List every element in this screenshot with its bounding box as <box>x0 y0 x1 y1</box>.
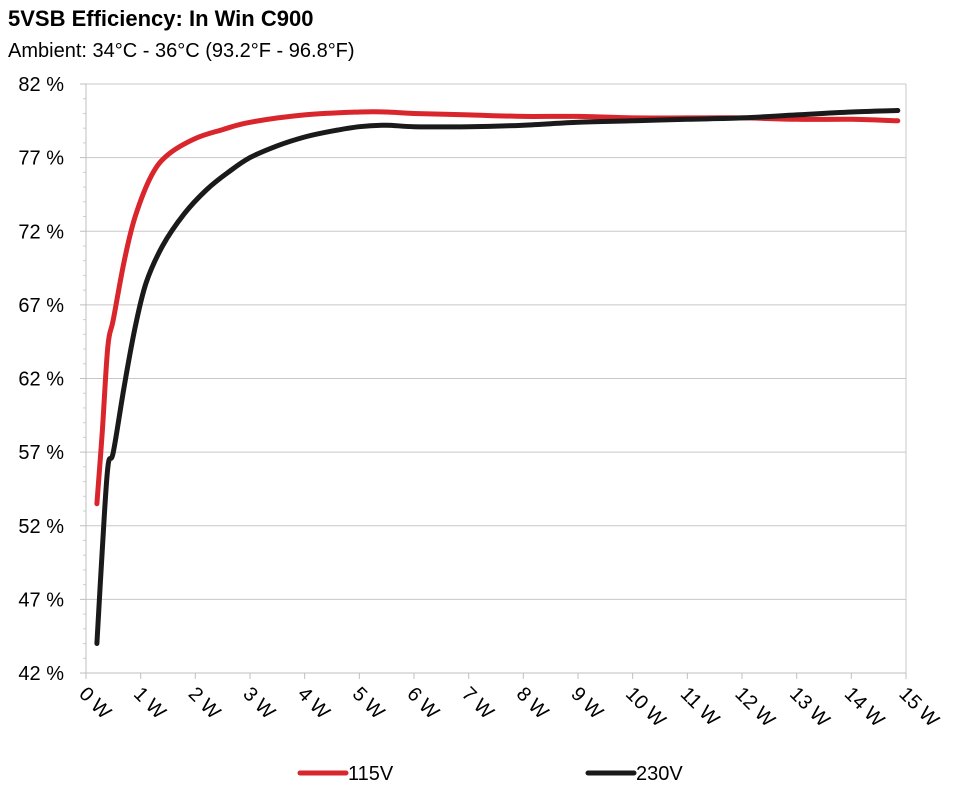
y-tick-label: 82 % <box>18 74 64 96</box>
x-tick-label: 6 W <box>402 683 443 724</box>
series-line-230V <box>94 108 901 646</box>
x-tick-label: 11 W <box>676 683 724 731</box>
x-tick-label: 1 W <box>129 683 170 724</box>
x-tick-label: 2 W <box>184 683 225 724</box>
series-line-115V <box>94 109 901 507</box>
legend: 115V 230V <box>297 763 683 785</box>
x-tick-label: 10 W <box>621 683 670 732</box>
y-tick-label: 57 % <box>18 442 64 464</box>
x-tick-label: 3 W <box>238 683 279 724</box>
series-layer <box>94 108 901 646</box>
grid-layer <box>86 83 907 673</box>
x-tick-label: 5 W <box>348 683 389 724</box>
x-tick-label: 8 W <box>512 683 553 724</box>
y-tick-label: 77 % <box>18 148 64 170</box>
x-tick-label: 15 W <box>894 683 943 732</box>
legend-label-115V: 115V <box>348 763 394 785</box>
y-tick-label: 52 % <box>18 516 64 538</box>
y-tick-label: 67 % <box>18 295 64 317</box>
chart-subtitle: Ambient: 34°C - 36°C (93.2°F - 96.8°F) <box>8 40 355 62</box>
y-tick-label: 42 % <box>18 663 64 685</box>
x-tick-label: 12 W <box>730 683 779 732</box>
x-tick-label: 4 W <box>293 683 334 724</box>
ticks-layer: 42 % 47 % 52 % 57 % 62 % 67 % 72 % 77 % 82 % 0 W 1… <box>18 74 943 732</box>
x-tick-label: 0 W <box>74 683 115 724</box>
chart-title: 5VSB Efficiency: In Win C900 <box>8 6 314 31</box>
x-tick-label: 14 W <box>840 683 889 732</box>
axes-layer <box>80 83 907 679</box>
y-tick-label: 72 % <box>18 221 64 243</box>
y-tick-label: 47 % <box>18 589 64 611</box>
x-tick-label: 13 W <box>785 683 834 732</box>
x-tick-label: 9 W <box>566 683 607 724</box>
x-tick-label: 7 W <box>457 683 498 724</box>
legend-label-230V: 230V <box>636 763 683 785</box>
y-tick-label: 62 % <box>18 369 64 391</box>
